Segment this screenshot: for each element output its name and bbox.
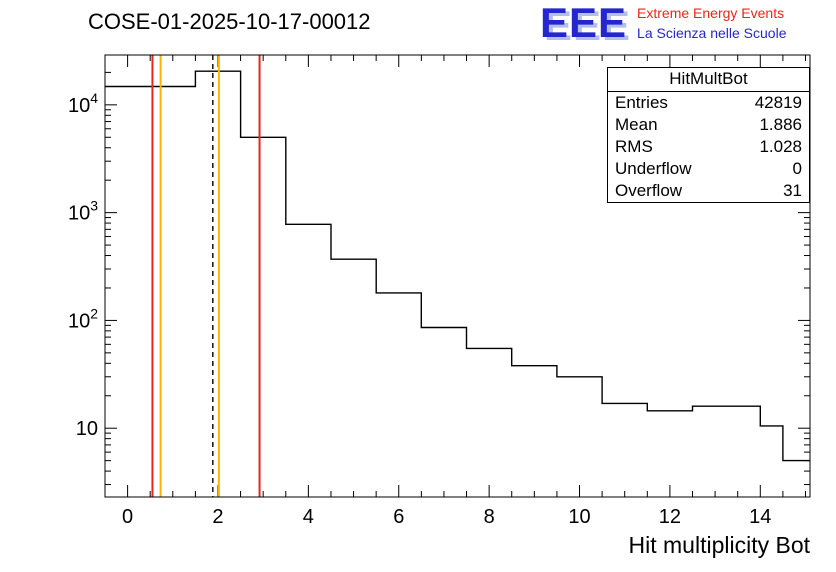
stats-value: 1.886 — [759, 115, 802, 134]
eee-logo-subtitles: Extreme Energy Events La Scienza nelle S… — [637, 2, 786, 41]
stats-label: Entries — [615, 93, 668, 112]
svg-text:6: 6 — [393, 506, 404, 528]
stats-row: Entries 42819 — [608, 92, 809, 114]
svg-text:8: 8 — [484, 506, 495, 528]
svg-text:104: 104 — [68, 90, 98, 117]
svg-text:0: 0 — [122, 506, 133, 528]
svg-text:102: 102 — [68, 305, 98, 332]
stats-row: Underflow 0 — [608, 158, 809, 180]
stats-value: 31 — [783, 181, 802, 200]
logo-subtitle-1: Extreme Energy Events — [637, 5, 785, 21]
stats-label: Underflow — [615, 159, 692, 178]
stats-label: Mean — [615, 115, 658, 134]
stats-label: RMS — [615, 137, 653, 156]
logo-subtitle-2: La Scienza nelle Scuole — [637, 25, 787, 41]
stats-box-title: HitMultBot — [608, 68, 809, 92]
svg-text:103: 103 — [68, 198, 98, 225]
svg-text:10: 10 — [76, 418, 98, 440]
svg-text:14: 14 — [749, 506, 771, 528]
stats-value: 0 — [792, 159, 802, 178]
x-axis-title: Hit multiplicity Bot — [628, 532, 810, 558]
eee-logo: EEE Extreme Energy Events La Scienza nel… — [540, 2, 786, 44]
stats-row: Overflow 31 — [608, 180, 809, 202]
eee-logo-text: EEE — [540, 0, 628, 46]
stats-value: 1.028 — [759, 137, 802, 156]
stats-label: Overflow — [615, 181, 683, 200]
svg-text:2: 2 — [212, 506, 223, 528]
plot-title: COSE-01-2025-10-17-00012 — [88, 9, 371, 34]
svg-text:4: 4 — [303, 506, 314, 528]
svg-text:10: 10 — [568, 506, 590, 528]
stats-box: HitMultBot Entries 42819 Mean 1.886 RMS … — [607, 67, 810, 203]
stats-row: Mean 1.886 — [608, 114, 809, 136]
stats-value: 42819 — [754, 93, 802, 112]
svg-text:12: 12 — [659, 506, 681, 528]
stats-row: RMS 1.028 — [608, 136, 809, 158]
